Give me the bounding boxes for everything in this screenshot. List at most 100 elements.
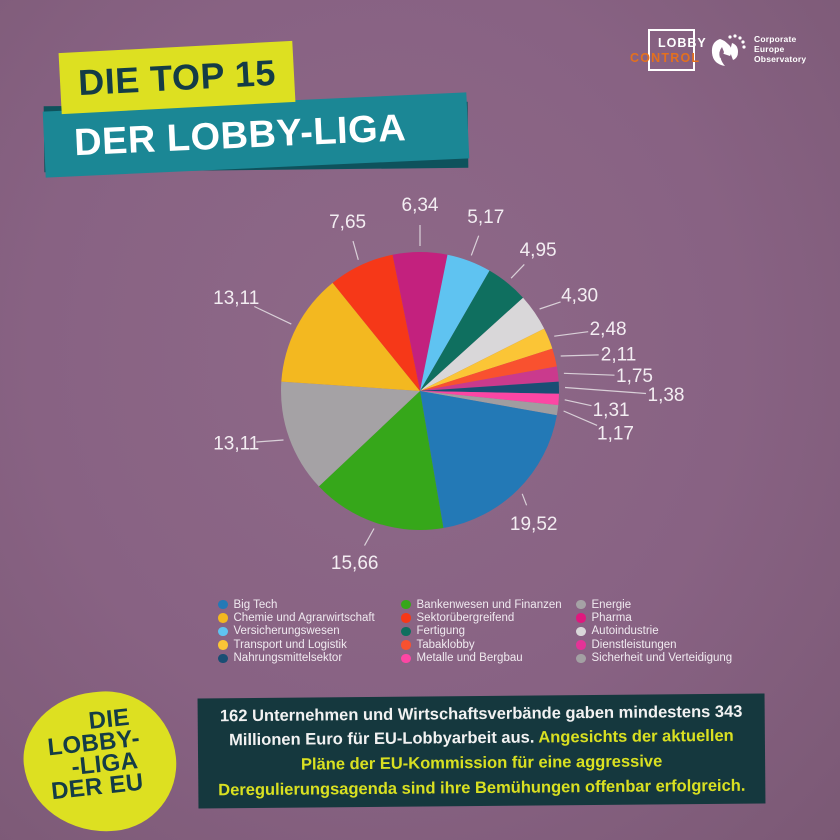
ceo-logo: Corporate Europe Observatory: [706, 27, 806, 71]
legend-label: Versicherungswesen: [233, 625, 340, 638]
pie-leader-line: [254, 305, 292, 325]
pie-slice-autoindustrie: [420, 297, 545, 391]
pie-slice-fertigung: [420, 270, 524, 391]
ceo-logo-text: Corporate Europe Observatory: [754, 34, 806, 64]
pie-leader-line: [521, 493, 528, 506]
legend-label: Bankenwesen und Finanzen: [416, 598, 562, 611]
ceo-text-line: Europe: [754, 44, 785, 54]
legend-color-dot: [401, 599, 411, 610]
pie-leader-line: [470, 235, 480, 256]
ceo-text-line: Observatory: [754, 54, 807, 64]
legend-label: Metalle und Bergbau: [416, 652, 523, 665]
pie-value-label-energie: 13,11: [213, 433, 259, 454]
legend-color-dot: [218, 599, 228, 610]
pie-leader-line: [564, 399, 592, 407]
pie-value-label-sicherheit-und-verteidigung: 1,17: [597, 423, 634, 444]
legend-label: Fertigung: [416, 625, 466, 638]
pie-value-label-bankenwesen-und-finanzen: 15,66: [331, 553, 379, 574]
title-line-2: DER LOBBY-LIGA: [73, 106, 407, 164]
legend-color-dot: [576, 653, 586, 663]
pie-leader-line: [564, 386, 647, 395]
legend-label: Sektorübergreifend: [416, 612, 515, 625]
pie-slice-metalle-und-bergbau: [420, 391, 559, 406]
pie-slice-transport-und-logistik: [420, 328, 553, 391]
legend-label: Nahrungsmittelsektor: [233, 652, 343, 665]
legend-item-fertigung: Fertigung: [401, 625, 576, 638]
legend-color-dot: [401, 613, 411, 623]
footer-paragraph: 162 Unternehmen und Wirtschaftsverbände …: [212, 699, 752, 803]
legend-color-dot: [576, 640, 586, 650]
legend-item-energie: Energie: [576, 598, 748, 611]
pie-slice-pharma: [392, 252, 448, 391]
legend-label: Tabaklobby: [416, 638, 475, 651]
legend-label: Autoindustrie: [591, 625, 659, 638]
chart-legend: Big Tech Chemie und Agrarwirtschaft Versic…: [218, 598, 748, 665]
pie-value-label-versicherungswesen: 5,17: [467, 207, 504, 228]
pie-slice-sicherheit-und-verteidigung: [420, 391, 559, 416]
legend-column: Big Tech Chemie und Agrarwirtschaft Versic…: [218, 598, 401, 665]
legend-color-dot: [576, 613, 586, 623]
legend-item-big-tech: Big Tech: [218, 598, 401, 611]
legend-color-dot: [401, 653, 411, 663]
legend-item-chemie-und-agrarwirtschaft: Chemie und Agrarwirtschaft: [218, 611, 401, 624]
legend-item-versicherungswesen: Versicherungswesen: [218, 625, 401, 638]
legend-item-transport-und-logistik: Transport und Logistik: [218, 638, 401, 651]
pie-leader-line: [539, 301, 561, 310]
legend-item-bankenwesen-und-finanzen: Bankenwesen und Finanzen: [401, 598, 576, 611]
pie-value-label-nahrungsmittelsektor: 1,38: [648, 385, 685, 406]
legend-item-sektor-bergreifend: Sektorübergreifend: [401, 611, 576, 624]
pie-leader-line: [352, 240, 359, 260]
pie-leader-line: [563, 410, 598, 426]
legend-color-dot: [401, 640, 411, 650]
pie-slice-sektor-bergreifend: [332, 254, 420, 391]
title-line-1: DIE TOP 15: [77, 51, 277, 103]
pie-slice-dienstleistungen: [420, 366, 559, 391]
pie-leader-line: [256, 439, 284, 443]
title-banner-top: DIE TOP 15: [58, 40, 296, 115]
pie-slice-chemie-und-agrarwirtschaft: [281, 282, 420, 391]
legend-color-dot: [576, 626, 586, 637]
pie-slice-energie: [281, 381, 420, 487]
legend-item-pharma: Pharma: [576, 611, 748, 624]
footer-note: 162 Unternehmen und Wirtschaftsverbände …: [197, 693, 766, 809]
legend-color-dot: [218, 613, 228, 623]
lobbycontrol-logo: LOBBY CONTROL: [628, 26, 706, 76]
pie-value-label-transport-und-logistik: 2,48: [590, 319, 627, 340]
pie-value-label-sektor-bergreifend: 7,65: [329, 212, 366, 233]
pie-leader-line: [554, 331, 589, 337]
pie-slice-bankenwesen-und-finanzen: [318, 391, 444, 530]
legend-color-dot: [576, 599, 586, 610]
pie-value-label-tabaklobby: 2,11: [601, 344, 637, 365]
legend-item-tabaklobby: Tabaklobby: [401, 638, 576, 651]
legend-column: Bankenwesen und Finanzen Sektorübergreife…: [401, 598, 576, 665]
legend-item-sicherheit-und-verteidigung: Sicherheit und Verteidigung: [576, 652, 748, 665]
pie-value-label-metalle-und-bergbau: 1,31: [593, 400, 630, 421]
pie-value-label-big-tech: 19,52: [510, 514, 558, 535]
legend-column: Energie Pharma Autoindustrie Dienstleistung…: [576, 598, 748, 665]
pie-leader-line: [363, 528, 375, 546]
legend-item-dienstleistungen: Dienstleistungen: [576, 638, 748, 651]
pie-leader-line: [563, 372, 615, 376]
pie-leader-line: [560, 354, 599, 357]
lobbycontrol-control-text: CONTROL: [630, 51, 701, 65]
pie-slice-tabaklobby: [420, 348, 557, 391]
pie-value-label-autoindustrie: 4,30: [561, 285, 598, 306]
legend-color-dot: [218, 626, 228, 637]
legend-label: Pharma: [591, 612, 632, 625]
lobbycontrol-lobby-text: LOBBY: [658, 36, 707, 50]
legend-item-autoindustrie: Autoindustrie: [576, 625, 748, 638]
legend-item-metalle-und-bergbau: Metalle und Bergbau: [401, 652, 576, 665]
legend-color-dot: [218, 640, 228, 650]
legend-label: Chemie und Agrarwirtschaft: [233, 612, 375, 625]
legend-label: Sicherheit und Verteidigung: [591, 652, 733, 665]
pie-value-label-chemie-und-agrarwirtschaft: 13,11: [213, 288, 259, 309]
legend-label: Transport und Logistik: [233, 638, 347, 651]
lobbycontrol-frame-icon: [648, 29, 695, 71]
legend-color-dot: [218, 653, 228, 663]
legend-label: Big Tech: [233, 598, 278, 611]
legend-item-nahrungsmittelsektor: Nahrungsmittelsektor: [218, 652, 401, 665]
ceo-bird-icon: [711, 34, 746, 66]
pie-leader-line: [510, 263, 525, 279]
